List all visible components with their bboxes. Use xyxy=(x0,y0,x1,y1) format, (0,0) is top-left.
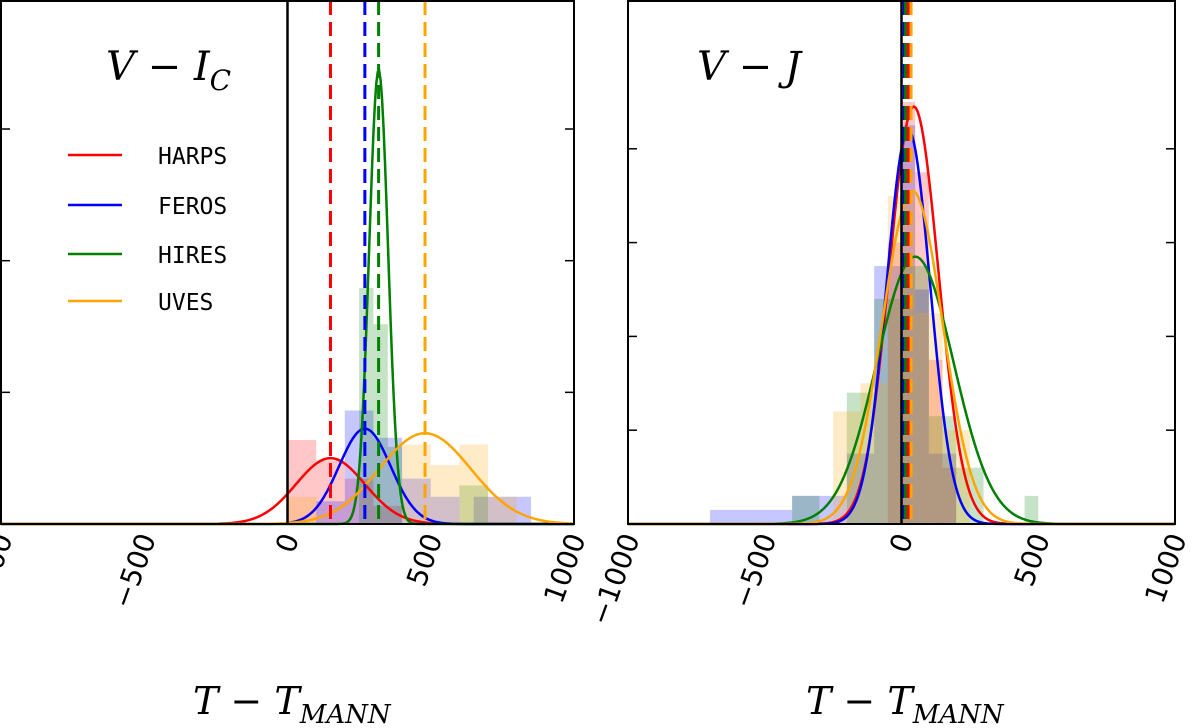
left-y-ticks xyxy=(1,128,574,394)
left-xtick-label-2: 0 xyxy=(269,529,306,557)
left-hist-bar-hires-1 xyxy=(373,324,388,524)
right-mean-lines xyxy=(902,1,913,524)
left-title-sub: C xyxy=(210,64,231,97)
left-x-axis-label: T − TMANN xyxy=(193,679,392,728)
right-hist-bar-feros-0 xyxy=(710,509,793,524)
panel-right: −1000 −500 0 500 1000 V − J T − TMANN xyxy=(583,0,1194,728)
right-hist-bar-hires-6 xyxy=(1024,495,1039,524)
legend-label-hires: HIRES xyxy=(158,243,227,269)
legend-label-feros: FEROS xyxy=(158,194,227,220)
left-hist-bar-harps-0 xyxy=(287,440,317,524)
right-xtick-label-4: 1000 xyxy=(1138,529,1193,607)
legend-item-feros: FEROS xyxy=(68,194,227,220)
right-hist-bar-harps-0 xyxy=(887,242,902,524)
left-mean-lines xyxy=(328,1,427,524)
legend-item-uves: UVES xyxy=(68,290,213,316)
panel-left-frame xyxy=(0,0,575,525)
left-xtick-label-4: 1000 xyxy=(537,529,592,607)
right-hist-bar-harps-2 xyxy=(915,172,929,524)
left-xtick-label-3: 500 xyxy=(400,529,449,591)
right-xtick-label-1: −500 xyxy=(726,529,783,613)
legend: HARPS FEROS HIRES UVES xyxy=(68,144,227,316)
left-hist-bar-harps-3 xyxy=(373,505,403,524)
right-x-axis-label: T − TMANN xyxy=(806,679,1005,728)
left-title-main: V − I xyxy=(106,44,211,90)
left-xtick-label-1: −500 xyxy=(106,529,163,613)
right-y-ticks xyxy=(628,148,1175,431)
left-title: V − IC xyxy=(106,44,231,97)
legend-item-harps: HARPS xyxy=(68,144,227,170)
right-title: V − J xyxy=(697,44,803,90)
right-xlabel-sub: MANN xyxy=(912,700,1005,728)
left-xlabel-main: T − T xyxy=(193,679,302,723)
panel-right-frame xyxy=(627,0,1176,525)
right-hist-bar-feros-3 xyxy=(874,266,902,524)
right-hist-bar-uves-3 xyxy=(915,312,943,524)
right-hist-bar-harps-1 xyxy=(901,101,916,525)
left-hist-bar-hires-3 xyxy=(459,485,489,524)
right-hist-bar-harps-3 xyxy=(928,359,943,524)
left-hist-bar-feros-4 xyxy=(430,496,460,524)
right-xtick-label-0: −1000 xyxy=(583,529,646,629)
panel-left: −1000 −500 0 500 1000 V − IC HARPS FEROS HIR… xyxy=(0,0,593,728)
right-xlabel-main: T − T xyxy=(806,679,915,723)
right-hist-bar-feros-5 xyxy=(915,289,929,524)
left-hist-bar-uves-2 xyxy=(430,464,460,524)
right-xtick-label-3: 500 xyxy=(1008,529,1057,591)
right-hist-bar-hires-2 xyxy=(874,298,902,524)
left-xtick-label-0: −1000 xyxy=(0,529,20,629)
left-x-ticks: −1000 −500 0 500 1000 xyxy=(0,529,593,629)
left-xlabel-sub: MANN xyxy=(299,700,392,728)
legend-label-harps: HARPS xyxy=(158,144,227,170)
right-hist-bar-harps-4 xyxy=(942,467,957,524)
right-xtick-label-2: 0 xyxy=(883,529,920,557)
right-hist-bar-hires-3 xyxy=(901,266,929,524)
legend-item-hires: HIRES xyxy=(68,243,227,269)
right-x-ticks: −1000 −500 0 500 1000 xyxy=(583,529,1193,629)
legend-label-uves: UVES xyxy=(158,290,213,316)
